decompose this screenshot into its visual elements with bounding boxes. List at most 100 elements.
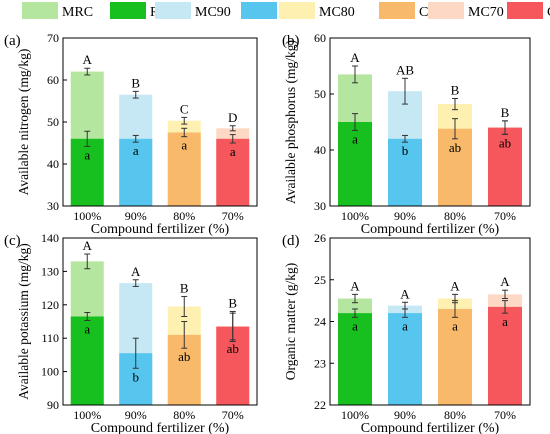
x-tick-label: 70%	[222, 209, 244, 223]
significance-letter-upper: A	[450, 278, 460, 293]
significance-letter-upper: A	[83, 238, 93, 253]
x-axis-label: Compound fertilizer (%)	[91, 421, 230, 434]
panel-label: (b)	[282, 33, 300, 49]
significance-letter-upper: D	[228, 110, 237, 125]
y-tick-label: 50	[314, 87, 326, 101]
significance-letter-upper: A	[83, 52, 93, 67]
bar-bottom-3	[167, 132, 201, 206]
y-tick-label: 70	[47, 31, 59, 45]
bar-bottom-3	[438, 308, 472, 405]
legend-swatch-c70	[507, 2, 543, 19]
y-tick-label: 25	[314, 273, 326, 287]
significance-letter-lower: b	[133, 369, 140, 384]
bar-bottom-1	[70, 316, 104, 405]
x-tick-label: 90%	[125, 408, 147, 422]
y-tick-label: 30	[314, 199, 326, 213]
y-tick-label: 50	[47, 115, 59, 129]
x-tick-label: 70%	[494, 408, 516, 422]
y-tick-label: 130	[41, 264, 59, 278]
y-tick-label: 60	[47, 73, 59, 87]
bar-bottom-1	[70, 138, 104, 206]
legend-swatch-mrc	[22, 2, 58, 19]
significance-letter-upper: B	[501, 105, 510, 120]
y-tick-label: 40	[47, 157, 59, 171]
y-tick-label: 26	[314, 231, 326, 245]
legend-label-mrc: MRC	[62, 5, 93, 20]
y-tick-label: 120	[41, 298, 59, 312]
significance-letter-lower: a	[402, 318, 408, 333]
significance-letter-lower: a	[133, 143, 139, 158]
significance-letter-lower: ab	[449, 140, 461, 155]
legend-label-mc70: MC70	[468, 5, 504, 20]
significance-letter-upper: B	[180, 280, 189, 295]
x-tick-label: 100%	[73, 209, 101, 223]
x-axis-label: Compound fertilizer (%)	[361, 222, 500, 237]
x-tick-label: 80%	[444, 408, 466, 422]
bar-bottom-2	[388, 313, 422, 405]
x-tick-label: 70%	[222, 408, 244, 422]
significance-letter-lower: a	[452, 318, 458, 333]
x-tick-label: 90%	[394, 408, 416, 422]
bar-bottom-4	[216, 138, 250, 206]
significance-letter-lower: a	[502, 314, 508, 329]
bar-bottom-1	[338, 313, 372, 405]
x-tick-label: 70%	[494, 209, 516, 223]
x-tick-label: 100%	[73, 408, 101, 422]
significance-letter-upper: B	[228, 295, 237, 310]
y-tick-label: 100	[41, 365, 59, 379]
y-tick-label: 22	[314, 398, 326, 412]
significance-letter-lower: b	[402, 143, 409, 158]
y-tick-label: 24	[314, 315, 326, 329]
bar-bottom-1	[338, 122, 372, 206]
y-tick-label: 30	[47, 199, 59, 213]
significance-letter-lower: a	[230, 144, 236, 159]
chart-panel-d: (d) Organic matter (g/kg) Compound fertili…	[282, 231, 531, 434]
chart-panel-a: (a)Available nitrogen (mg/kg) Compound fe…	[4, 31, 258, 237]
legend-label-mc80: MC80	[319, 5, 355, 20]
legend-swatch-c80	[379, 2, 415, 19]
significance-letter-upper: A	[350, 50, 360, 65]
significance-letter-lower: a	[181, 138, 187, 153]
significance-letter-lower: a	[84, 147, 90, 162]
significance-letter-lower: a	[352, 131, 358, 146]
bar-bottom-4	[488, 127, 522, 206]
y-axis-label: Organic matter (g/kg)	[283, 263, 298, 380]
significance-letter-upper: B	[451, 82, 460, 97]
bar-bottom-2	[388, 138, 422, 206]
significance-letter-upper: A	[350, 278, 360, 293]
chart-panel-b: (b)Available phosphorus (mg/kg) Compound …	[282, 31, 531, 237]
chart-panels: (a)Available nitrogen (mg/kg) Compound fe…	[4, 31, 531, 434]
bar-bottom-3	[438, 128, 472, 206]
x-tick-label: 100%	[341, 408, 369, 422]
significance-letter-lower: a	[352, 318, 358, 333]
significance-letter-lower: ab	[227, 341, 239, 356]
y-axis-label: Available nitrogen (mg/kg)	[16, 49, 31, 196]
panel-label: (c)	[4, 233, 21, 249]
legend: MRCRCMC90C90MC80C80MC70C70	[22, 2, 550, 20]
axes-frame	[329, 37, 531, 207]
bar-bottom-4	[488, 306, 522, 405]
legend-label-mc90: MC90	[195, 5, 231, 20]
significance-letter-upper: AB	[396, 62, 414, 77]
chart-panel-c: (c)Available potassium (mg/kg) Compound f…	[4, 231, 258, 434]
bar-bottom-2	[119, 138, 153, 206]
y-tick-label: 90	[47, 398, 59, 412]
y-axis-label: Available phosphorus (mg/kg)	[283, 40, 298, 204]
significance-letter-lower: ab	[178, 349, 190, 364]
significance-letter-lower: a	[84, 321, 90, 336]
x-tick-label: 80%	[173, 408, 195, 422]
significance-letter-upper: A	[500, 274, 510, 289]
x-tick-label: 100%	[341, 209, 369, 223]
x-tick-label: 80%	[173, 209, 195, 223]
y-tick-label: 23	[314, 356, 326, 370]
significance-letter-upper: A	[400, 286, 410, 301]
x-tick-label: 80%	[444, 209, 466, 223]
x-tick-label: 90%	[125, 209, 147, 223]
legend-swatch-mc80	[279, 2, 315, 19]
axes-frame	[62, 237, 258, 406]
y-axis-label: Available potassium (mg/kg)	[16, 243, 31, 399]
x-tick-label: 90%	[394, 209, 416, 223]
y-tick-label: 60	[314, 31, 326, 45]
legend-swatch-rc	[110, 2, 146, 19]
